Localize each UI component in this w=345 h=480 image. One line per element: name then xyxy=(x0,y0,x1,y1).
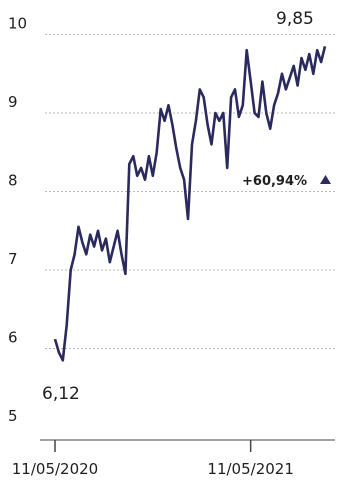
series-line-0 xyxy=(53,45,327,362)
end-value-label: 9,85 xyxy=(276,9,314,29)
y-tick-label-9: 9 xyxy=(8,93,18,111)
up-triangle-icon xyxy=(320,175,331,184)
y-tick-label-5: 5 xyxy=(8,407,18,425)
y-tick-label-6: 6 xyxy=(8,329,18,347)
start-value-label: 6,12 xyxy=(42,384,80,404)
y-tick-label-10: 10 xyxy=(8,15,27,33)
x-tick-label-1: 11/05/2021 xyxy=(207,460,293,478)
y-tick-label-7: 7 xyxy=(8,250,18,268)
x-tick-label-0: 11/05/2020 xyxy=(12,460,98,478)
y-axis-tick-labels: 5 6 7 8 9 10 xyxy=(8,15,27,426)
price-series xyxy=(53,45,327,362)
change-percent-label: +60,94% xyxy=(242,174,307,189)
x-axis: 11/05/2020 11/05/2021 xyxy=(12,439,335,478)
y-tick-label-8: 8 xyxy=(8,172,18,190)
